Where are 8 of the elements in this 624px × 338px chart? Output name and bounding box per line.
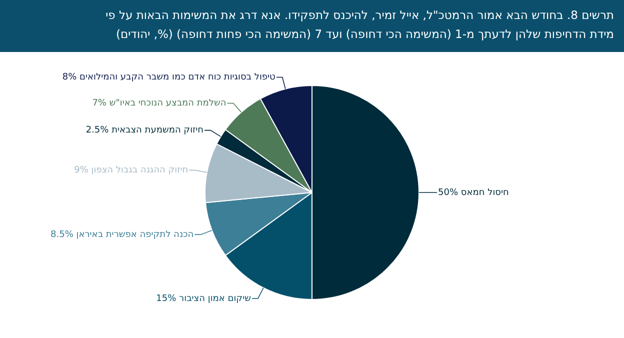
slice-label: חיזוק ההגנה בגבול הצפון 9% <box>74 166 188 176</box>
slice-label: חיסול חמאס 50% <box>438 188 510 198</box>
slice-label: טיפול בסוגיות כוח אדם כמו משבר הקבע והמילואים 8% <box>62 72 276 83</box>
chart-title: תרשים 8. בחודש הבא אמור הרמטכ"ל, אייל זמיר, להיכנס לתפקידו. אנא דרג את המשימות הבאות על פי מידת הדחיפות שלהן לדעתך מ-1 (המשימה הכי דחופה) ועד 7 (המשימה הכי פחות דחופה) (%, יהודים) <box>104 7 614 43</box>
slice-label: חיזוק המשמעת הצבאית 2.5% <box>86 126 204 136</box>
slice-label: השלמת המבצע הנוכחי באיו"ש 7% <box>92 98 226 109</box>
slice-label: שיקום אמון הציבור 15% <box>156 294 251 304</box>
slice-label: הכנה לתקיפה אפשרית באיראן 8.5% <box>50 230 194 240</box>
